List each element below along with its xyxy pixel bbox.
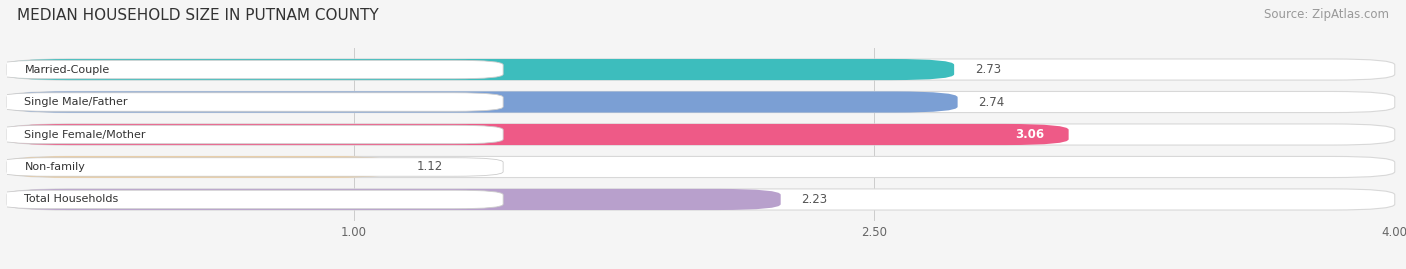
FancyBboxPatch shape	[0, 60, 503, 79]
FancyBboxPatch shape	[7, 59, 1395, 80]
Text: MEDIAN HOUSEHOLD SIZE IN PUTNAM COUNTY: MEDIAN HOUSEHOLD SIZE IN PUTNAM COUNTY	[17, 8, 378, 23]
FancyBboxPatch shape	[7, 157, 1395, 178]
FancyBboxPatch shape	[7, 189, 1395, 210]
Text: Married-Couple: Married-Couple	[24, 65, 110, 75]
FancyBboxPatch shape	[0, 93, 503, 111]
Text: Non-family: Non-family	[24, 162, 86, 172]
Text: 1.12: 1.12	[416, 161, 443, 174]
FancyBboxPatch shape	[0, 125, 503, 144]
FancyBboxPatch shape	[7, 124, 1395, 145]
FancyBboxPatch shape	[7, 157, 395, 178]
Text: 3.06: 3.06	[1015, 128, 1045, 141]
FancyBboxPatch shape	[7, 59, 955, 80]
Text: Source: ZipAtlas.com: Source: ZipAtlas.com	[1264, 8, 1389, 21]
Text: Single Female/Mother: Single Female/Mother	[24, 129, 146, 140]
FancyBboxPatch shape	[7, 91, 1395, 112]
Text: Single Male/Father: Single Male/Father	[24, 97, 128, 107]
FancyBboxPatch shape	[7, 91, 957, 112]
FancyBboxPatch shape	[0, 190, 503, 209]
Text: 2.23: 2.23	[801, 193, 828, 206]
FancyBboxPatch shape	[0, 158, 503, 176]
Text: 2.74: 2.74	[979, 95, 1005, 108]
Text: 2.73: 2.73	[974, 63, 1001, 76]
FancyBboxPatch shape	[7, 124, 1069, 145]
Text: Total Households: Total Households	[24, 194, 118, 204]
FancyBboxPatch shape	[7, 189, 780, 210]
